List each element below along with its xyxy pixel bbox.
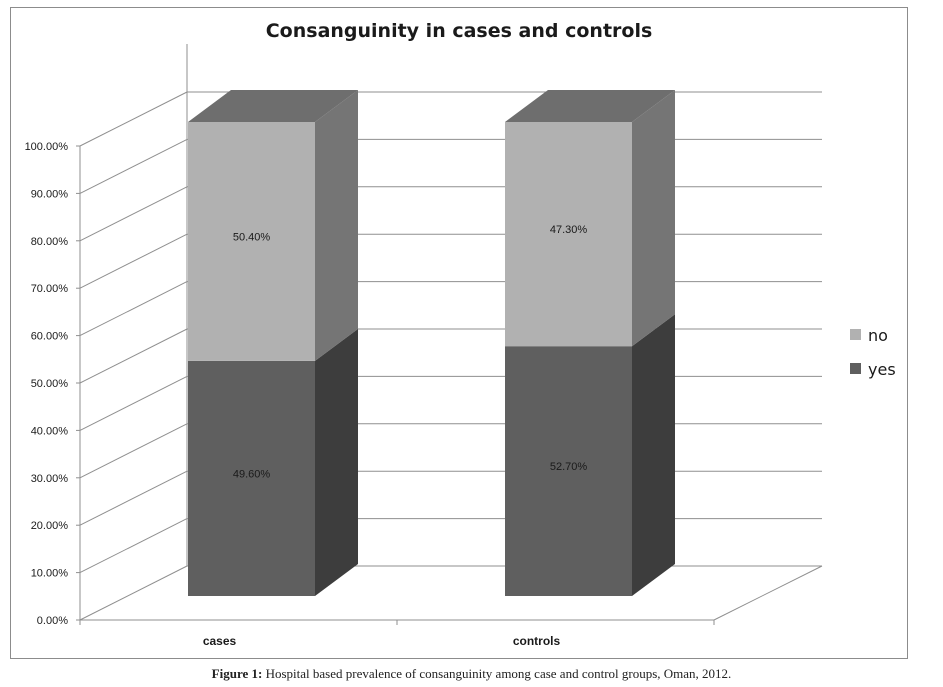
data-label-no-controls: 47.30% xyxy=(550,224,588,236)
floor-right-edge xyxy=(713,565,823,621)
bar-no-controls xyxy=(505,122,632,347)
caption-text: Hospital based prevalence of consanguini… xyxy=(262,666,732,681)
bar-yes-controls xyxy=(505,346,632,596)
chart-frame xyxy=(10,7,908,659)
legend-swatch-yes xyxy=(850,363,861,374)
y-tick-label: 30.00% xyxy=(31,473,69,485)
gridline-diagonal xyxy=(79,281,188,337)
bar-yes-cases xyxy=(188,360,315,596)
data-label-yes-controls: 52.70% xyxy=(550,461,588,473)
bar-no-cases xyxy=(188,122,315,361)
floor-left-edge xyxy=(79,565,188,621)
gridline-diagonal xyxy=(79,328,188,384)
y-tick-label: 10.00% xyxy=(31,568,69,580)
gridline-diagonal xyxy=(79,91,188,147)
gridline-diagonal xyxy=(79,423,188,479)
y-tick-label: 70.00% xyxy=(31,283,69,295)
bar-top-controls xyxy=(505,90,675,122)
y-tick-label: 80.00% xyxy=(31,236,69,248)
legend-label-no: no xyxy=(868,326,888,345)
bar-side-no-cases xyxy=(315,90,358,361)
x-tick-label: cases xyxy=(203,634,237,648)
y-axis: 0.00% 10.00% 20.00% 30.00% 40.00% 50.00% 60.00… xyxy=(25,141,715,627)
gridline-diagonal xyxy=(79,470,188,526)
y-tick-label: 60.00% xyxy=(31,331,69,343)
legend: no yes xyxy=(850,326,896,379)
y-tick-label: 40.00% xyxy=(31,425,69,437)
bars: 49.60% 50.40% 52.70% 47.30% xyxy=(188,90,675,596)
data-label-no-cases: 50.40% xyxy=(233,231,271,243)
gridline-diagonal xyxy=(79,233,188,289)
y-tick-label: 50.00% xyxy=(31,378,69,390)
gridline-diagonal xyxy=(79,375,188,431)
chart-title: Consanguinity in cases and controls xyxy=(266,20,653,42)
bar-top-cases xyxy=(188,90,358,122)
y-tick-label: 0.00% xyxy=(37,615,68,627)
x-axis: cases controls xyxy=(203,634,561,648)
figure-caption: Figure 1: Hospital based prevalence of c… xyxy=(0,666,943,682)
gridline-diagonal xyxy=(79,138,188,194)
bar-side-no-controls xyxy=(632,90,675,347)
bar-side-yes-controls xyxy=(632,314,675,596)
legend-swatch-no xyxy=(850,329,861,340)
gridline-diagonal xyxy=(79,518,188,574)
caption-label: Figure 1: xyxy=(211,666,263,681)
chart: Consanguinity in cases and controls 0.00… xyxy=(25,20,896,648)
gridline-diagonal xyxy=(79,186,188,242)
y-tick-label: 100.00% xyxy=(25,141,69,153)
x-tick-label: controls xyxy=(513,634,561,648)
bar-side-yes-cases xyxy=(315,328,358,596)
y-tick-label: 20.00% xyxy=(31,520,69,532)
y-tick-label: 90.00% xyxy=(31,188,69,200)
data-label-yes-cases: 49.60% xyxy=(233,468,271,480)
legend-label-yes: yes xyxy=(868,360,896,379)
